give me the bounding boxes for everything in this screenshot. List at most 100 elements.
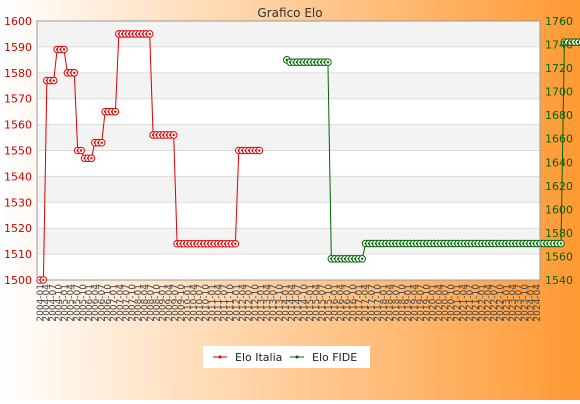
legend-label: Elo FIDE bbox=[312, 351, 357, 364]
y-left-tick-label: 1560 bbox=[4, 119, 32, 132]
x-tick-label: 2016-10 bbox=[349, 284, 359, 322]
x-tick-label: 2022-04 bbox=[484, 284, 494, 322]
x-tick-label: 2009-01 bbox=[159, 284, 169, 322]
y-right-tick-label: 1620 bbox=[545, 180, 573, 193]
x-tick-label: 2016-07 bbox=[343, 284, 353, 322]
x-tick-label: 2021-04 bbox=[459, 284, 469, 322]
x-tick-label: 2005-01 bbox=[61, 284, 71, 322]
y-left-tick-label: 1580 bbox=[4, 67, 32, 80]
x-tick-label: 2012-07 bbox=[245, 284, 255, 322]
y-right-tick-label: 1740 bbox=[545, 39, 573, 52]
x-tick-label: 2004-10 bbox=[54, 284, 64, 322]
x-tick-label: 2009-04 bbox=[165, 284, 175, 322]
x-tick-label: 2019-01 bbox=[404, 284, 414, 322]
data-point-center bbox=[360, 257, 364, 261]
y-right-tick-label: 1680 bbox=[545, 109, 573, 122]
x-tick-label: 2023-10 bbox=[521, 284, 531, 322]
x-tick-label: 2021-01 bbox=[453, 284, 463, 322]
x-tick-label: 2007-10 bbox=[128, 284, 138, 322]
x-tick-label: 2016-01 bbox=[331, 284, 341, 322]
data-point-center bbox=[52, 79, 55, 82]
x-tick-label: 2015-07 bbox=[318, 284, 328, 322]
x-tick-label: 2011-10 bbox=[226, 284, 236, 322]
x-tick-label: 2018-07 bbox=[392, 284, 402, 322]
y-right-tick-label: 1560 bbox=[545, 250, 573, 263]
x-tick-label: 2022-07 bbox=[490, 284, 500, 322]
x-tick-label: 2015-04 bbox=[312, 284, 322, 322]
y-left-tick-label: 1510 bbox=[4, 248, 32, 261]
legend-item: Elo FIDE bbox=[290, 351, 357, 364]
grid-band bbox=[37, 124, 540, 151]
data-point-center bbox=[90, 157, 93, 160]
x-tick-label: 2014-04 bbox=[288, 284, 298, 322]
x-tick-label: 2023-07 bbox=[515, 284, 525, 322]
x-tick-label: 2019-07 bbox=[416, 284, 426, 322]
x-tick-label: 2020-10 bbox=[447, 284, 457, 322]
x-tick-label: 2014-10 bbox=[300, 284, 310, 322]
y-left-tick-label: 1520 bbox=[4, 222, 32, 235]
y-right-tick-label: 1760 bbox=[545, 15, 573, 28]
x-tick-label: 2008-10 bbox=[153, 284, 163, 322]
x-tick-label: 2013-10 bbox=[275, 284, 285, 322]
grid-band bbox=[37, 21, 540, 47]
chart-title: Grafico Elo bbox=[257, 6, 322, 20]
data-point-center bbox=[73, 71, 76, 75]
legend-label: Elo Italia bbox=[235, 351, 282, 364]
x-tick-label: 2021-10 bbox=[472, 284, 482, 322]
y-right-tick-label: 1660 bbox=[545, 133, 573, 146]
x-tick-label: 2024-04 bbox=[533, 284, 543, 322]
x-tick-label: 2008-07 bbox=[146, 284, 156, 322]
x-tick-label: 2006-10 bbox=[103, 284, 113, 322]
x-tick-label: 2013-07 bbox=[269, 284, 279, 322]
x-tick-label: 2009-10 bbox=[177, 284, 187, 322]
x-tick-label: 2017-07 bbox=[367, 284, 377, 322]
y-left-tick-label: 1540 bbox=[4, 170, 32, 183]
x-tick-label: 2016-04 bbox=[337, 284, 347, 322]
y-left-tick-label: 1530 bbox=[4, 196, 32, 209]
x-tick-label: 2020-01 bbox=[429, 284, 439, 322]
x-tick-label: 2008-01 bbox=[134, 284, 144, 322]
y-right-tick-label: 1700 bbox=[545, 86, 573, 99]
data-point-center bbox=[79, 149, 83, 152]
x-tick-label: 2006-07 bbox=[97, 284, 107, 322]
x-tick-label: 2019-04 bbox=[410, 284, 420, 322]
x-tick-label: 2013-04 bbox=[263, 284, 273, 322]
x-tick-label: 2014-07 bbox=[294, 284, 304, 322]
x-tick-label: 2020-04 bbox=[435, 284, 445, 322]
x-tick-label: 2006-01 bbox=[85, 284, 95, 322]
x-tick-label: 2004-01 bbox=[36, 284, 46, 322]
x-tick-label: 2007-07 bbox=[122, 284, 132, 322]
x-tick-label: 2012-10 bbox=[251, 284, 261, 322]
x-tick-label: 2005-10 bbox=[79, 284, 89, 322]
data-point-center bbox=[114, 110, 117, 113]
y-right-tick-label: 1720 bbox=[545, 62, 573, 75]
x-tick-label: 2021-07 bbox=[466, 284, 476, 322]
x-tick-label: 2007-04 bbox=[116, 284, 126, 322]
x-tick-label: 2012-04 bbox=[238, 284, 248, 322]
y-left-tick-label: 1600 bbox=[4, 15, 32, 28]
x-tick-label: 2010-01 bbox=[183, 284, 193, 322]
x-tick-label: 2011-04 bbox=[214, 284, 224, 322]
x-tick-label: 2020-07 bbox=[441, 284, 451, 322]
x-tick-label: 2018-10 bbox=[398, 284, 408, 322]
y-left-tick-label: 1570 bbox=[4, 93, 32, 106]
y-right-tick-label: 1540 bbox=[545, 274, 573, 287]
x-tick-label: 2013-01 bbox=[257, 284, 267, 322]
data-point-center bbox=[100, 141, 103, 144]
series-elo-fide bbox=[282, 38, 580, 263]
x-tick-label: 2018-01 bbox=[380, 284, 390, 322]
x-tick-label: 2005-07 bbox=[73, 284, 83, 322]
legend-marker bbox=[295, 355, 299, 359]
x-tick-label: 2007-01 bbox=[110, 284, 120, 322]
grid-band bbox=[37, 176, 540, 203]
series-elo-italia bbox=[36, 30, 264, 284]
y-right-tick-label: 1580 bbox=[545, 227, 573, 240]
x-tick-label: 2017-10 bbox=[373, 284, 383, 322]
data-point-center bbox=[326, 61, 330, 64]
x-tick-label: 2010-04 bbox=[189, 284, 199, 322]
x-tick-label: 2015-01 bbox=[306, 284, 316, 322]
x-tick-label: 2010-07 bbox=[196, 284, 206, 322]
legend: Elo Italia Elo FIDE bbox=[203, 346, 370, 368]
